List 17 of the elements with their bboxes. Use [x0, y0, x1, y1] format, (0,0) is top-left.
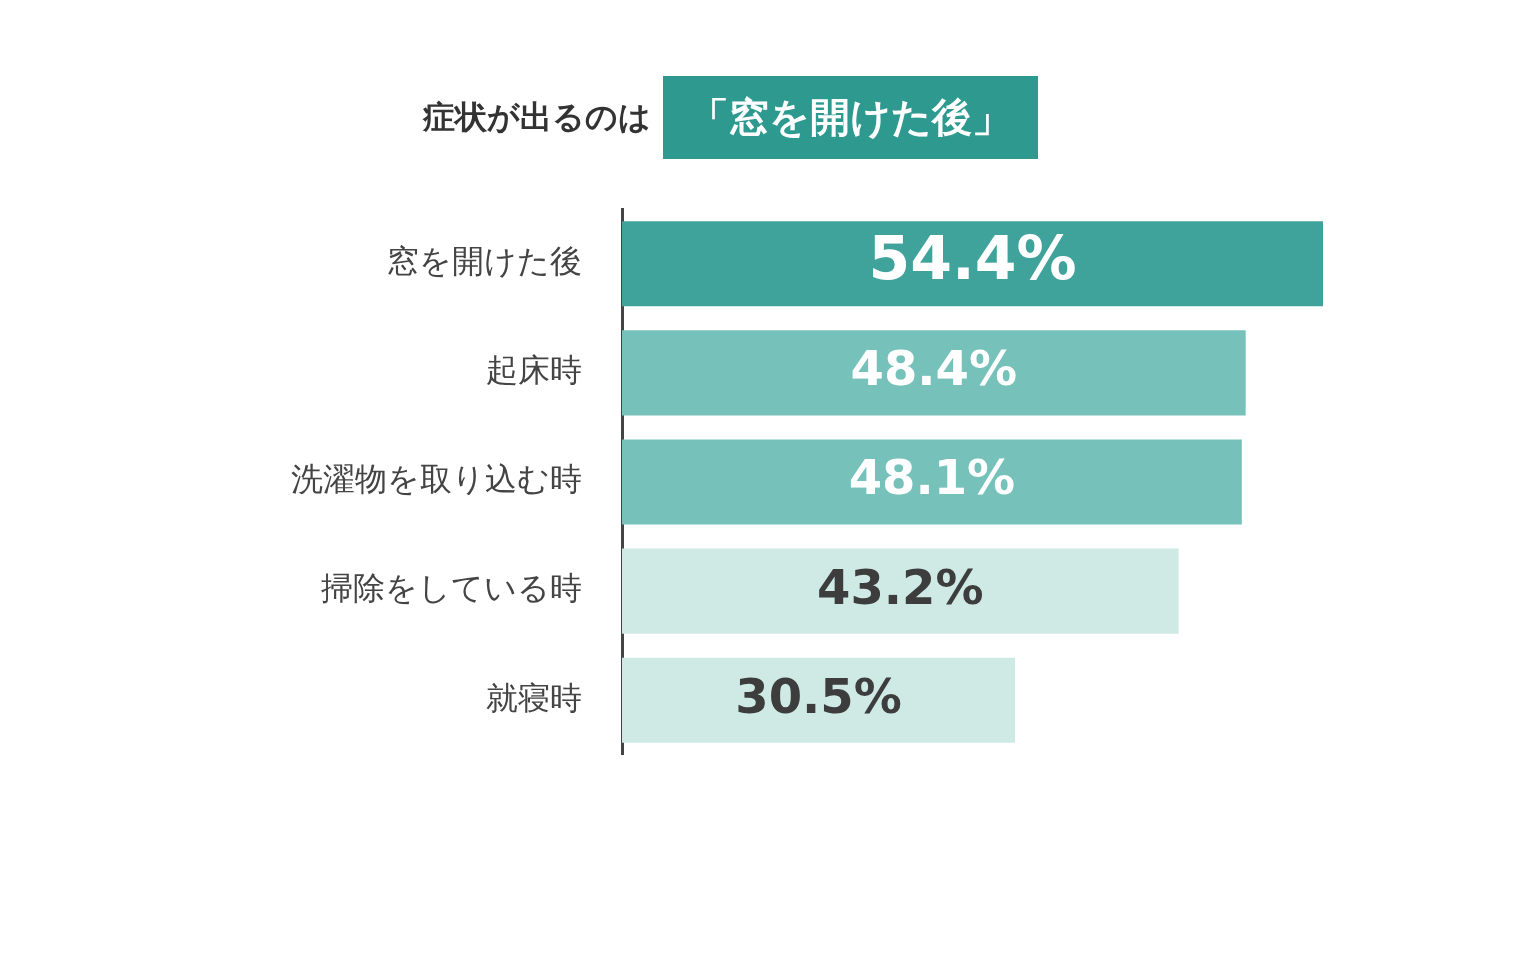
- y-tick-label: 掃除をしている時: [321, 569, 582, 608]
- bar: [622, 221, 1323, 307]
- data-label: 48.1%: [848, 449, 1016, 506]
- y-tick-label: 窓を開けた後: [387, 242, 582, 281]
- y-tick-label: 就寝時: [486, 678, 582, 717]
- data-label: 30.5%: [735, 667, 902, 724]
- bar: [622, 548, 1179, 634]
- bar: [622, 439, 1242, 525]
- chart-subtitle: 「窓を開けた後」: [662, 76, 1038, 159]
- y-tick-label: 洗濯物を取り込む時: [291, 460, 582, 499]
- data-label: 43.2%: [817, 558, 984, 615]
- chart-title: 症状が出るのは: [422, 96, 651, 138]
- bar: [622, 330, 1246, 416]
- bar: [622, 657, 1016, 743]
- data-label: 54.4%: [868, 223, 1077, 294]
- data-label: 48.4%: [850, 340, 1018, 397]
- y-tick-label: 起床時: [486, 351, 582, 390]
